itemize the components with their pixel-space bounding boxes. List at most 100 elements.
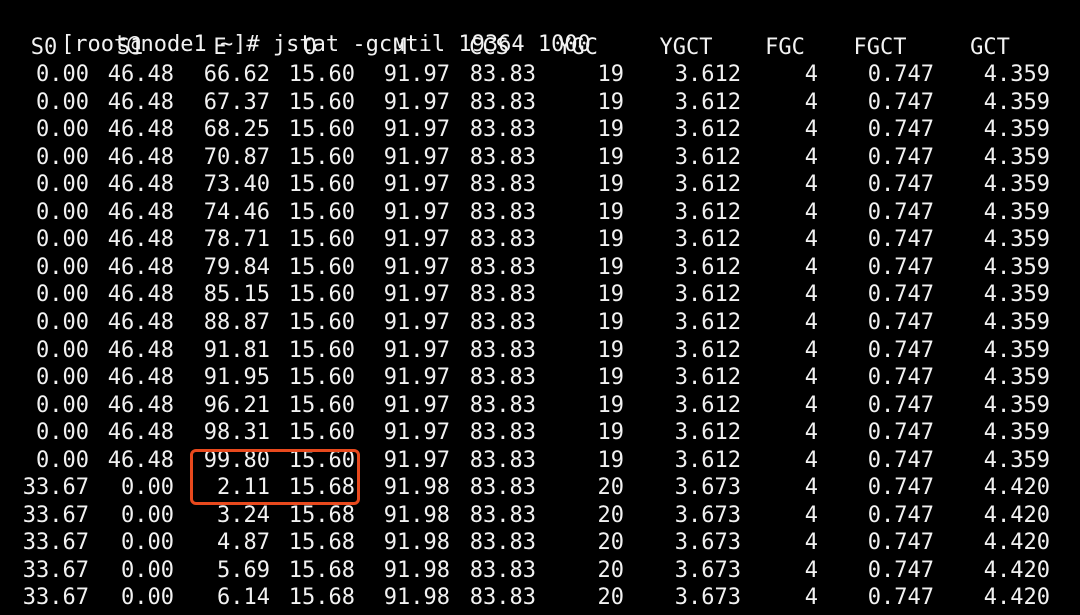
cell-s0: 0.00 — [36, 227, 89, 252]
cell-s0: 0.00 — [36, 62, 89, 87]
cell-m: 91.98 — [383, 475, 450, 500]
cell-o: 15.68 — [288, 475, 355, 500]
column-header-s1: S1 — [116, 35, 144, 60]
cell-ccs: 83.83 — [469, 255, 536, 280]
cell-gct: 4.359 — [983, 62, 1050, 87]
cell-ygc: 19 — [597, 338, 625, 363]
cell-o: 15.68 — [288, 530, 355, 555]
column-header-m: M — [393, 35, 407, 60]
cell-e: 74.46 — [203, 200, 270, 225]
cell-fgct: 0.747 — [867, 448, 934, 473]
cell-ygc: 19 — [597, 448, 625, 473]
cell-ygct: 3.673 — [674, 503, 741, 528]
cell-fgct: 0.747 — [867, 227, 934, 252]
cell-gct: 4.359 — [983, 200, 1050, 225]
cell-ccs: 83.83 — [469, 145, 536, 170]
cell-fgc: 4 — [804, 310, 818, 335]
cell-gct: 4.420 — [983, 530, 1050, 555]
cell-s1: 0.00 — [121, 558, 174, 583]
cell-m: 91.98 — [383, 558, 450, 583]
cell-m: 91.97 — [383, 117, 450, 142]
cell-m: 91.97 — [383, 90, 450, 115]
cell-gct: 4.359 — [983, 310, 1050, 335]
cell-m: 91.97 — [383, 393, 450, 418]
cell-m: 91.98 — [383, 585, 450, 610]
cell-gct: 4.420 — [983, 475, 1050, 500]
cell-gct: 4.359 — [983, 365, 1050, 390]
cell-ccs: 83.83 — [469, 200, 536, 225]
cell-s1: 0.00 — [121, 530, 174, 555]
cell-ygct: 3.612 — [674, 338, 741, 363]
cell-e: 4.87 — [217, 530, 270, 555]
cell-s1: 46.48 — [107, 420, 174, 445]
cell-fgc: 4 — [804, 255, 818, 280]
cell-gct: 4.359 — [983, 393, 1050, 418]
cell-fgct: 0.747 — [867, 503, 934, 528]
cell-e: 91.81 — [203, 338, 270, 363]
cell-s1: 46.48 — [107, 255, 174, 280]
cell-ygc: 20 — [597, 475, 625, 500]
cell-m: 91.97 — [383, 200, 450, 225]
cell-s1: 46.48 — [107, 172, 174, 197]
cell-e: 91.95 — [203, 365, 270, 390]
cell-o: 15.60 — [288, 62, 355, 87]
cell-ygc: 19 — [597, 117, 625, 142]
cell-ygct: 3.612 — [674, 200, 741, 225]
cell-ccs: 83.83 — [469, 585, 536, 610]
cell-fgct: 0.747 — [867, 530, 934, 555]
command-text: jstat -gcutil 19364 1000 — [272, 32, 591, 57]
cell-ccs: 83.83 — [469, 338, 536, 363]
cell-s1: 46.48 — [107, 282, 174, 307]
cell-s1: 46.48 — [107, 200, 174, 225]
cell-ygc: 19 — [597, 200, 625, 225]
cell-s0: 0.00 — [36, 448, 89, 473]
cell-o: 15.60 — [288, 255, 355, 280]
cell-fgc: 4 — [804, 365, 818, 390]
cell-e: 85.15 — [203, 282, 270, 307]
cell-s1: 46.48 — [107, 90, 174, 115]
cell-fgct: 0.747 — [867, 90, 934, 115]
cell-fgc: 4 — [804, 62, 818, 87]
cell-ygct: 3.612 — [674, 365, 741, 390]
cell-ygct: 3.612 — [674, 448, 741, 473]
cell-fgc: 4 — [804, 338, 818, 363]
cell-fgc: 4 — [804, 227, 818, 252]
cell-s1: 46.48 — [107, 338, 174, 363]
cell-m: 91.97 — [383, 145, 450, 170]
cell-ygct: 3.612 — [674, 117, 741, 142]
cell-fgc: 4 — [804, 117, 818, 142]
cell-ccs: 83.83 — [469, 503, 536, 528]
cell-s1: 0.00 — [121, 585, 174, 610]
cell-ygc: 19 — [597, 420, 625, 445]
cell-ygct: 3.612 — [674, 255, 741, 280]
cell-fgc: 4 — [804, 585, 818, 610]
cell-s0: 0.00 — [36, 420, 89, 445]
cell-m: 91.97 — [383, 227, 450, 252]
cell-gct: 4.359 — [983, 448, 1050, 473]
cell-gct: 4.359 — [983, 338, 1050, 363]
cell-ccs: 83.83 — [469, 310, 536, 335]
cell-ccs: 83.83 — [469, 365, 536, 390]
cell-s0: 0.00 — [36, 282, 89, 307]
cell-ygct: 3.612 — [674, 282, 741, 307]
cell-o: 15.60 — [288, 310, 355, 335]
cell-ygct: 3.612 — [674, 90, 741, 115]
cell-s0: 33.67 — [22, 558, 89, 583]
cell-s0: 33.67 — [22, 475, 89, 500]
cell-ygc: 19 — [597, 227, 625, 252]
cell-e: 98.31 — [203, 420, 270, 445]
cell-ccs: 83.83 — [469, 227, 536, 252]
cell-fgc: 4 — [804, 145, 818, 170]
cell-fgct: 0.747 — [867, 393, 934, 418]
cell-ygc: 19 — [597, 282, 625, 307]
cell-o: 15.60 — [288, 145, 355, 170]
cell-ccs: 83.83 — [469, 393, 536, 418]
cell-gct: 4.359 — [983, 227, 1050, 252]
cell-gct: 4.359 — [983, 420, 1050, 445]
cell-gct: 4.359 — [983, 282, 1050, 307]
cell-e: 88.87 — [203, 310, 270, 335]
cell-ygct: 3.673 — [674, 558, 741, 583]
cell-s1: 46.48 — [107, 117, 174, 142]
cell-s1: 46.48 — [107, 145, 174, 170]
